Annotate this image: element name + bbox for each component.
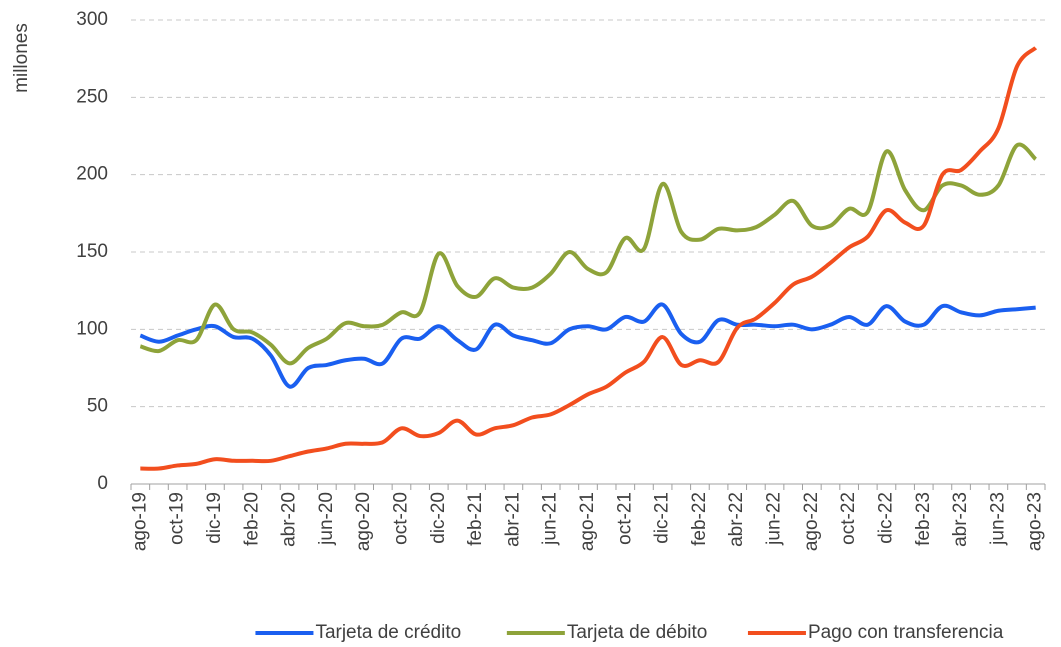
x-tick-label: abr-23 — [950, 492, 971, 547]
x-tick-label: oct-20 — [390, 492, 411, 545]
series-line — [139, 302, 1036, 389]
x-tick-label: abr-20 — [279, 492, 300, 547]
x-tick-label: ago-20 — [353, 492, 374, 551]
series-line — [140, 46, 1038, 471]
legend-item: Tarjeta de crédito — [255, 622, 461, 643]
x-tick-label: abr-21 — [502, 492, 523, 547]
x-tick-label: oct-19 — [167, 492, 188, 545]
y-tick-label: 250 — [76, 86, 108, 107]
legend-label: Tarjeta de crédito — [315, 622, 461, 643]
y-tick-label: 50 — [87, 396, 108, 417]
x-tick-label: feb-23 — [913, 492, 934, 546]
x-tick-label: oct-22 — [838, 492, 859, 545]
x-tick-label: dic-22 — [875, 492, 896, 544]
x-tick-label: ago-19 — [129, 492, 150, 551]
x-tick-label: jun-22 — [764, 492, 785, 546]
x-tick-label: dic-20 — [428, 492, 449, 544]
x-tick-label: ago-23 — [1025, 492, 1046, 551]
y-tick-label: 150 — [76, 241, 108, 262]
x-tick-label: jun-23 — [987, 492, 1008, 546]
x-tick-label: ago-21 — [577, 492, 598, 551]
x-tick-label: feb-22 — [689, 492, 710, 546]
y-tick-label: 100 — [76, 318, 108, 339]
y-tick-label: 0 — [97, 473, 108, 494]
x-tick-label: dic-19 — [204, 492, 225, 544]
x-tick-label: abr-22 — [726, 492, 747, 547]
x-tick-label: oct-21 — [614, 492, 635, 545]
x-tick-label: jun-20 — [316, 492, 337, 546]
legend-label: Tarjeta de débito — [567, 622, 708, 643]
legend-label: Pago con transferencia — [808, 622, 1004, 643]
x-tick-label: feb-20 — [241, 492, 262, 546]
series-line — [139, 142, 1038, 366]
legend-item: Pago con transferencia — [747, 622, 1004, 643]
x-tick-label: ago-22 — [801, 492, 822, 551]
x-tick-label: dic-21 — [652, 492, 673, 544]
y-axis-label: millones — [11, 23, 32, 93]
y-tick-label: 300 — [76, 9, 108, 30]
y-tick-label: 200 — [76, 164, 108, 185]
x-tick-label: feb-21 — [465, 492, 486, 546]
legend-item: Tarjeta de débito — [506, 622, 708, 643]
x-tick-label: jun-21 — [540, 492, 561, 546]
